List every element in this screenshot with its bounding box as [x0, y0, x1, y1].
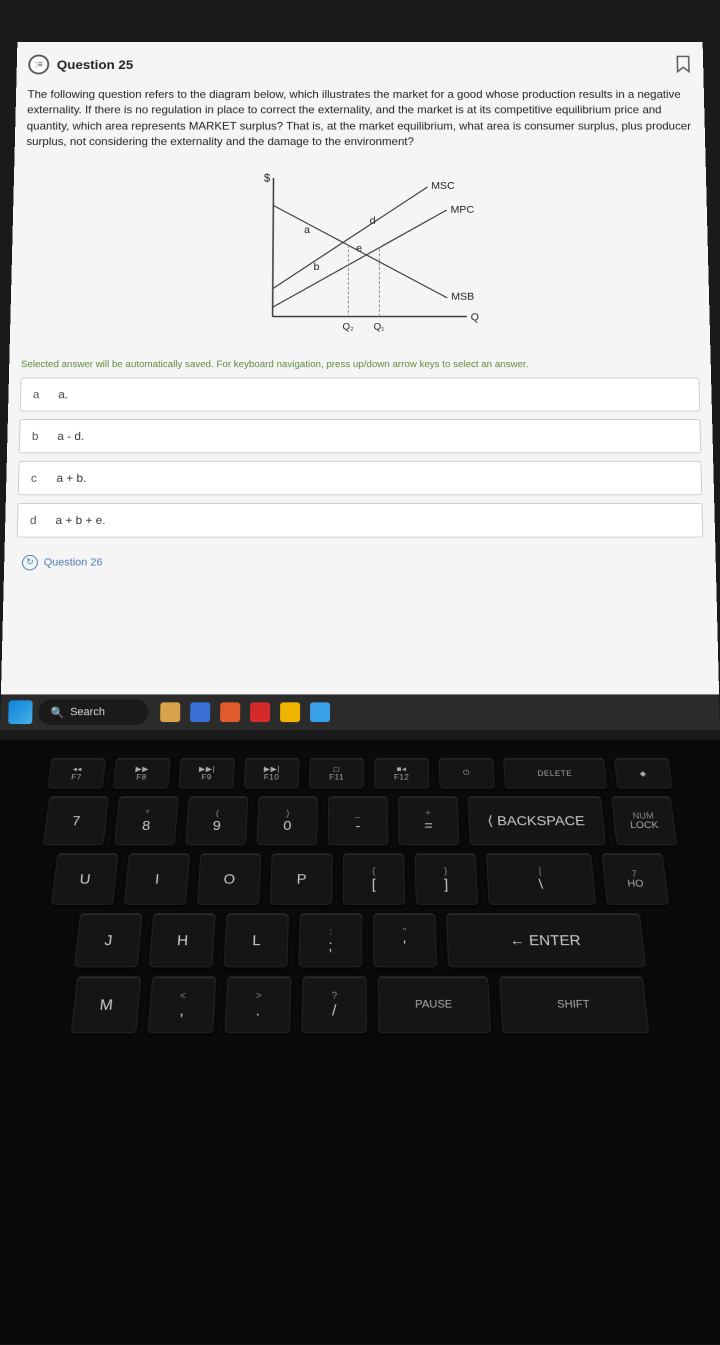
mpc-label: MPC — [451, 204, 475, 215]
answer-options: a a. b a - d. c a + b. d a + b + e. — [17, 377, 704, 537]
key-f7[interactable]: ◂◂F7 — [47, 758, 106, 789]
key-o[interactable]: O — [197, 853, 261, 905]
question-icon: :≡ — [28, 55, 49, 75]
key-bracket-r[interactable]: }] — [415, 853, 478, 905]
option-c[interactable]: c a + b. — [18, 460, 702, 494]
laptop-keyboard: ◂◂F7 ▶▶F8 ▶▶|F9 ▶▶|F10 ◻F11 ■◂F12 ⏻ DELE… — [0, 740, 720, 1344]
key-7[interactable]: 7 — [43, 796, 109, 845]
option-text: a + b. — [56, 471, 86, 484]
key-num7[interactable]: 7HO — [602, 853, 670, 905]
bookmark-icon[interactable] — [674, 55, 692, 75]
key-h[interactable]: H — [149, 913, 216, 967]
key-shift[interactable]: SHIFT — [499, 976, 649, 1033]
option-letter: b — [32, 429, 44, 442]
windows-taskbar[interactable]: 🔍 Search — [0, 694, 720, 730]
option-d[interactable]: d a + b + e. — [17, 503, 704, 538]
taskbar-app-icon[interactable] — [250, 702, 270, 722]
taskbar-app-icon[interactable] — [190, 702, 210, 722]
next-question-label: Question 26 — [44, 556, 103, 568]
taskbar-search[interactable]: 🔍 Search — [38, 699, 148, 725]
key-minus[interactable]: _- — [328, 796, 389, 845]
key-u[interactable]: U — [51, 853, 119, 905]
key-f11[interactable]: ◻F11 — [309, 758, 364, 789]
x-axis-label: Q — [471, 311, 479, 323]
key-l[interactable]: L — [224, 913, 289, 967]
externality-graph: $ Q MSC MPC MSB a b d e Q₂ — [234, 168, 487, 344]
key-p[interactable]: P — [270, 853, 333, 905]
bottom-row: M <, >. ?/ PAUSE SHIFT — [0, 976, 720, 1033]
key-8[interactable]: *8 — [114, 796, 179, 845]
key-period[interactable]: >. — [224, 976, 291, 1033]
msb-label: MSB — [451, 291, 474, 303]
key-comma[interactable]: <, — [148, 976, 217, 1033]
region-b: b — [314, 261, 320, 272]
region-d: d — [370, 215, 376, 226]
option-letter: d — [30, 513, 42, 526]
region-e: e — [356, 243, 362, 254]
option-a[interactable]: a a. — [20, 377, 700, 411]
region-a: a — [304, 224, 310, 235]
quiz-content: :≡ Question 25 The following question re… — [4, 42, 716, 578]
key-m[interactable]: M — [71, 976, 142, 1033]
taskbar-icons — [160, 702, 330, 722]
question-number: Question 25 — [57, 57, 134, 71]
key-pause[interactable]: PAUSE — [378, 976, 491, 1033]
laptop-screen: :≡ Question 25 The following question re… — [0, 42, 720, 730]
taskbar-app-icon[interactable] — [220, 702, 240, 722]
key-0[interactable]: )0 — [256, 796, 318, 845]
q1-tick: Q₁ — [374, 322, 386, 333]
key-f9[interactable]: ▶▶|F9 — [178, 758, 235, 789]
taskbar-app-icon[interactable] — [280, 702, 300, 722]
option-text: a. — [58, 387, 68, 400]
y-axis-label: $ — [264, 172, 271, 184]
key-f10[interactable]: ▶▶|F10 — [244, 758, 300, 789]
option-text: a + b + e. — [55, 513, 105, 526]
helper-text: Selected answer will be automatically sa… — [21, 357, 700, 377]
key-i[interactable]: I — [124, 853, 190, 905]
option-letter: a — [33, 387, 45, 400]
diagram: $ Q MSC MPC MSB a b d e Q₂ — [21, 163, 699, 357]
key-semicolon[interactable]: :; — [298, 913, 362, 967]
key-f8[interactable]: ▶▶F8 — [113, 758, 171, 789]
key-equals[interactable]: += — [398, 796, 460, 845]
taskbar-app-icon[interactable] — [160, 702, 180, 722]
question-text: The following question refers to the dia… — [26, 83, 694, 162]
taskbar-app-icon[interactable] — [310, 702, 330, 722]
search-icon: 🔍 — [50, 706, 64, 719]
key-f12[interactable]: ■◂F12 — [374, 758, 429, 789]
number-row: 7 *8 (9 )0 _- += ⟨ BACKSPACE NUMLOCK — [0, 796, 720, 845]
key-blank[interactable]: ◆ — [614, 758, 673, 789]
key-quote[interactable]: "' — [373, 913, 437, 967]
key-power[interactable]: ⏻ — [439, 758, 495, 789]
key-delete[interactable]: DELETE — [503, 758, 607, 789]
next-icon: ↻ — [22, 555, 38, 570]
option-b[interactable]: b a - d. — [19, 419, 701, 453]
home-row: J H L :; "' ← ENTER — [0, 913, 720, 967]
key-slash[interactable]: ?/ — [301, 976, 367, 1033]
key-backspace[interactable]: ⟨ BACKSPACE — [468, 796, 606, 845]
key-numlock[interactable]: NUMLOCK — [611, 796, 677, 845]
q2-tick: Q₂ — [343, 322, 355, 333]
key-enter[interactable]: ← ENTER — [446, 913, 646, 967]
key-bracket-l[interactable]: {[ — [343, 853, 405, 905]
search-label: Search — [70, 706, 105, 718]
option-letter: c — [31, 471, 43, 484]
key-9[interactable]: (9 — [185, 796, 248, 845]
function-row: ◂◂F7 ▶▶F8 ▶▶|F9 ▶▶|F10 ◻F11 ■◂F12 ⏻ DELE… — [0, 758, 720, 789]
question-header: :≡ Question 25 — [28, 49, 692, 83]
option-text: a - d. — [57, 429, 84, 442]
key-j[interactable]: J — [74, 913, 143, 967]
msc-label: MSC — [431, 180, 455, 191]
key-backslash[interactable]: |\ — [486, 853, 596, 905]
next-question-link[interactable]: ↻ Question 26 — [16, 545, 704, 570]
qwerty-row: U I O P {[ }] |\ 7HO — [0, 853, 720, 905]
start-button[interactable] — [8, 700, 33, 724]
